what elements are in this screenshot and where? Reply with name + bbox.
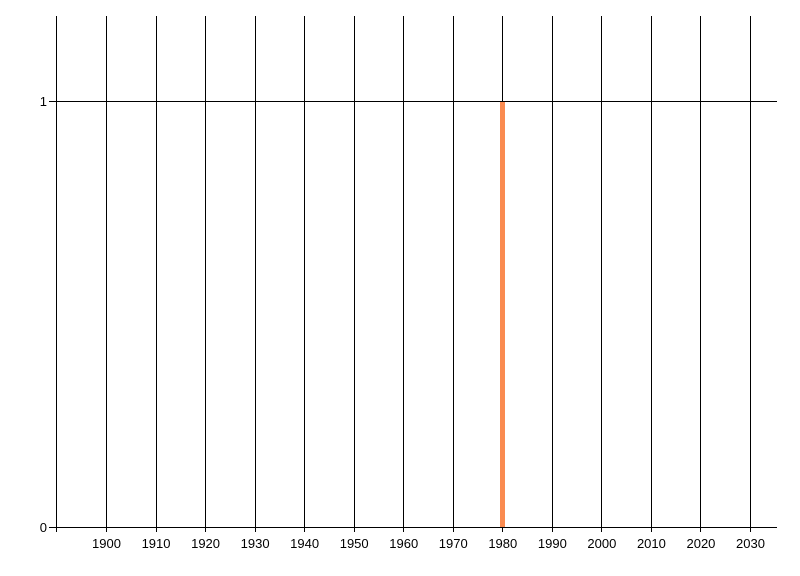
x-gridline-1960: [403, 15, 405, 532]
x-gridline-1900: [106, 15, 107, 532]
x-tick-label-1980: 1980: [488, 536, 518, 551]
x-gridline-2030: [750, 15, 751, 532]
x-gridline-1930: [254, 15, 256, 532]
x-gridline-2000: [601, 15, 603, 532]
x-tick-label-1970: 1970: [438, 536, 468, 551]
y-tick-label-1: 1: [39, 94, 47, 109]
x-gridline-2020: [700, 15, 702, 532]
x-tick-label-2000: 2000: [587, 536, 617, 551]
x-tick-label-1910: 1910: [141, 536, 171, 551]
bar-1980[interactable]: [500, 102, 506, 527]
x-gridline-1950: [353, 15, 355, 532]
y-gridline-0: [49, 527, 777, 528]
x-tick-label-1920: 1920: [191, 536, 221, 551]
x-gridline-1890: [56, 15, 58, 532]
x-tick-label-1950: 1950: [339, 536, 369, 551]
x-tick-label-1930: 1930: [240, 536, 270, 551]
x-tick-label-2030: 2030: [736, 536, 765, 551]
y-tick-label-0: 0: [39, 520, 47, 535]
x-tick-label-1990: 1990: [537, 536, 567, 551]
y-gridline-1: [49, 101, 777, 102]
x-tick-label-1940: 1940: [290, 536, 320, 551]
x-gridline-1990: [551, 15, 553, 532]
x-gridline-1940: [304, 15, 306, 532]
x-tick-label-1960: 1960: [389, 536, 419, 551]
x-tick-label-2010: 2010: [636, 536, 666, 551]
x-gridline-1970: [452, 15, 454, 532]
x-tick-label-2020: 2020: [686, 536, 716, 551]
x-gridline-1920: [205, 15, 207, 532]
x-gridline-2010: [650, 15, 652, 532]
x-tick-label-1900: 1900: [92, 536, 121, 551]
x-gridline-1910: [155, 15, 157, 532]
